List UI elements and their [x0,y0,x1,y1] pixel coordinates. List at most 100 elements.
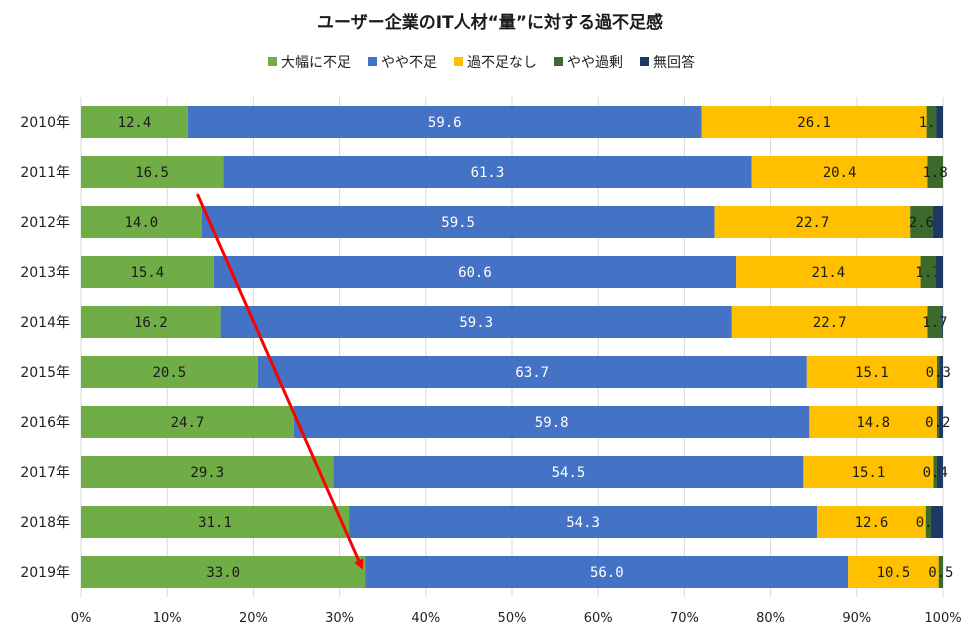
data-label: 10.5 [877,565,911,581]
x-tick-label: 50% [498,611,527,626]
bar-segment [187,106,702,138]
bar-segment [81,306,221,338]
bar-segment [920,256,936,288]
bar-segment [81,206,202,238]
bar-segment [933,456,937,488]
data-label: 59.5 [441,215,475,231]
x-tick-label: 100% [924,611,961,626]
data-label: 21.4 [811,265,845,281]
data-label: 59.3 [459,315,493,331]
data-label: 0.5 [928,565,953,581]
data-label: 54.5 [552,465,586,481]
data-label: 0.3 [926,365,951,381]
x-tick-label: 90% [842,611,871,626]
bar-segment [942,306,943,338]
legend-swatch [368,57,377,66]
bar-segment [349,506,818,538]
x-tick-label: 60% [584,611,613,626]
x-axis-ticks: 0% 10% 20% 30% 40% 50% 60% 70% 80% 90% 100% [71,611,962,626]
category-labels: 2010年 2011年 2012年 2013年 2014年 2015年 2016年 2017年… [20,115,70,581]
data-label: 60.6 [458,265,492,281]
bar-segment [817,506,926,538]
data-label: 61.3 [471,165,505,181]
bar-segment [927,306,943,338]
data-label: 14.0 [124,215,158,231]
legend-swatch [454,57,463,66]
bar-segment [936,106,943,138]
bar-segment [925,506,931,538]
category-label: 2011年 [20,165,70,181]
data-label: 15.1 [855,365,889,381]
legend-entry: 無回答 [653,54,695,71]
bar-segment [848,556,939,588]
data-label: 16.5 [135,165,169,181]
bar-segment [81,406,294,438]
bar-segment [930,506,943,538]
legend-entry: やや不足 [381,55,437,71]
x-tick-label: 80% [756,611,785,626]
bar-segment [751,156,928,188]
data-label: 22.7 [796,215,830,231]
bar-segment [293,406,810,438]
bar-segment [809,406,937,438]
bar-segment [935,256,943,288]
bar-segment [701,106,927,138]
category-label: 2014年 [20,315,70,331]
chart-title: ユーザー企業のIT人材“量”に対する過不足感 [317,12,663,33]
data-label: 26.1 [797,115,831,131]
bar-segment [714,206,911,238]
trend-arrow [195,193,364,570]
x-tick-label: 30% [325,611,354,626]
bar-segment [257,356,807,388]
data-label: 24.7 [171,415,205,431]
data-label: 33.0 [206,565,240,581]
x-tick-label: 40% [411,611,440,626]
data-label: 2.6 [909,215,934,231]
bar-segment [213,256,737,288]
data-label: 59.8 [535,415,569,431]
legend-swatch [268,57,277,66]
category-label: 2010年 [20,115,70,131]
bar-segment [81,456,334,488]
x-tick-label: 20% [239,611,268,626]
data-label: 12.4 [118,115,152,131]
data-label: 15.1 [852,465,886,481]
bar-segment [910,206,933,238]
bar-segment [936,456,943,488]
category-label: 2012年 [20,215,70,231]
bar-segment [81,156,224,188]
bar-segment [939,356,943,388]
legend-entry: 過不足なし [467,55,537,71]
category-label: 2018年 [20,515,70,531]
data-label: 56.0 [590,565,624,581]
bar-segment [81,506,350,538]
data-label: 14.8 [856,415,890,431]
data-label: 54.3 [566,515,600,531]
bar-segment [936,356,940,388]
x-tick-label: 10% [153,611,182,626]
x-tick-label: 70% [670,611,699,626]
data-label: 29.3 [190,465,224,481]
bar-segment [803,456,934,488]
data-label: 1.7 [922,315,947,331]
arrow-line [195,193,364,570]
bar-segment [736,256,921,288]
bar-segment [936,406,939,438]
data-label: 15.4 [131,265,165,281]
bar-segment [81,256,214,288]
data-label: 0.4 [923,465,948,481]
bar-segment [81,356,258,388]
category-label: 2019年 [20,565,70,581]
bar-segment [365,556,849,588]
data-label: 0.2 [925,415,950,431]
bar-segment [220,306,732,338]
data-label: 63.7 [515,365,549,381]
data-label: 1.7 [915,265,940,281]
bar-segment [731,306,928,338]
data-label: 12.6 [855,515,889,531]
bar-segment [223,156,752,188]
category-label: 2016年 [20,415,70,431]
bar-segment [81,556,366,588]
legend: 大幅に不足 やや不足 過不足なし やや過剰 無回答 [268,54,695,71]
